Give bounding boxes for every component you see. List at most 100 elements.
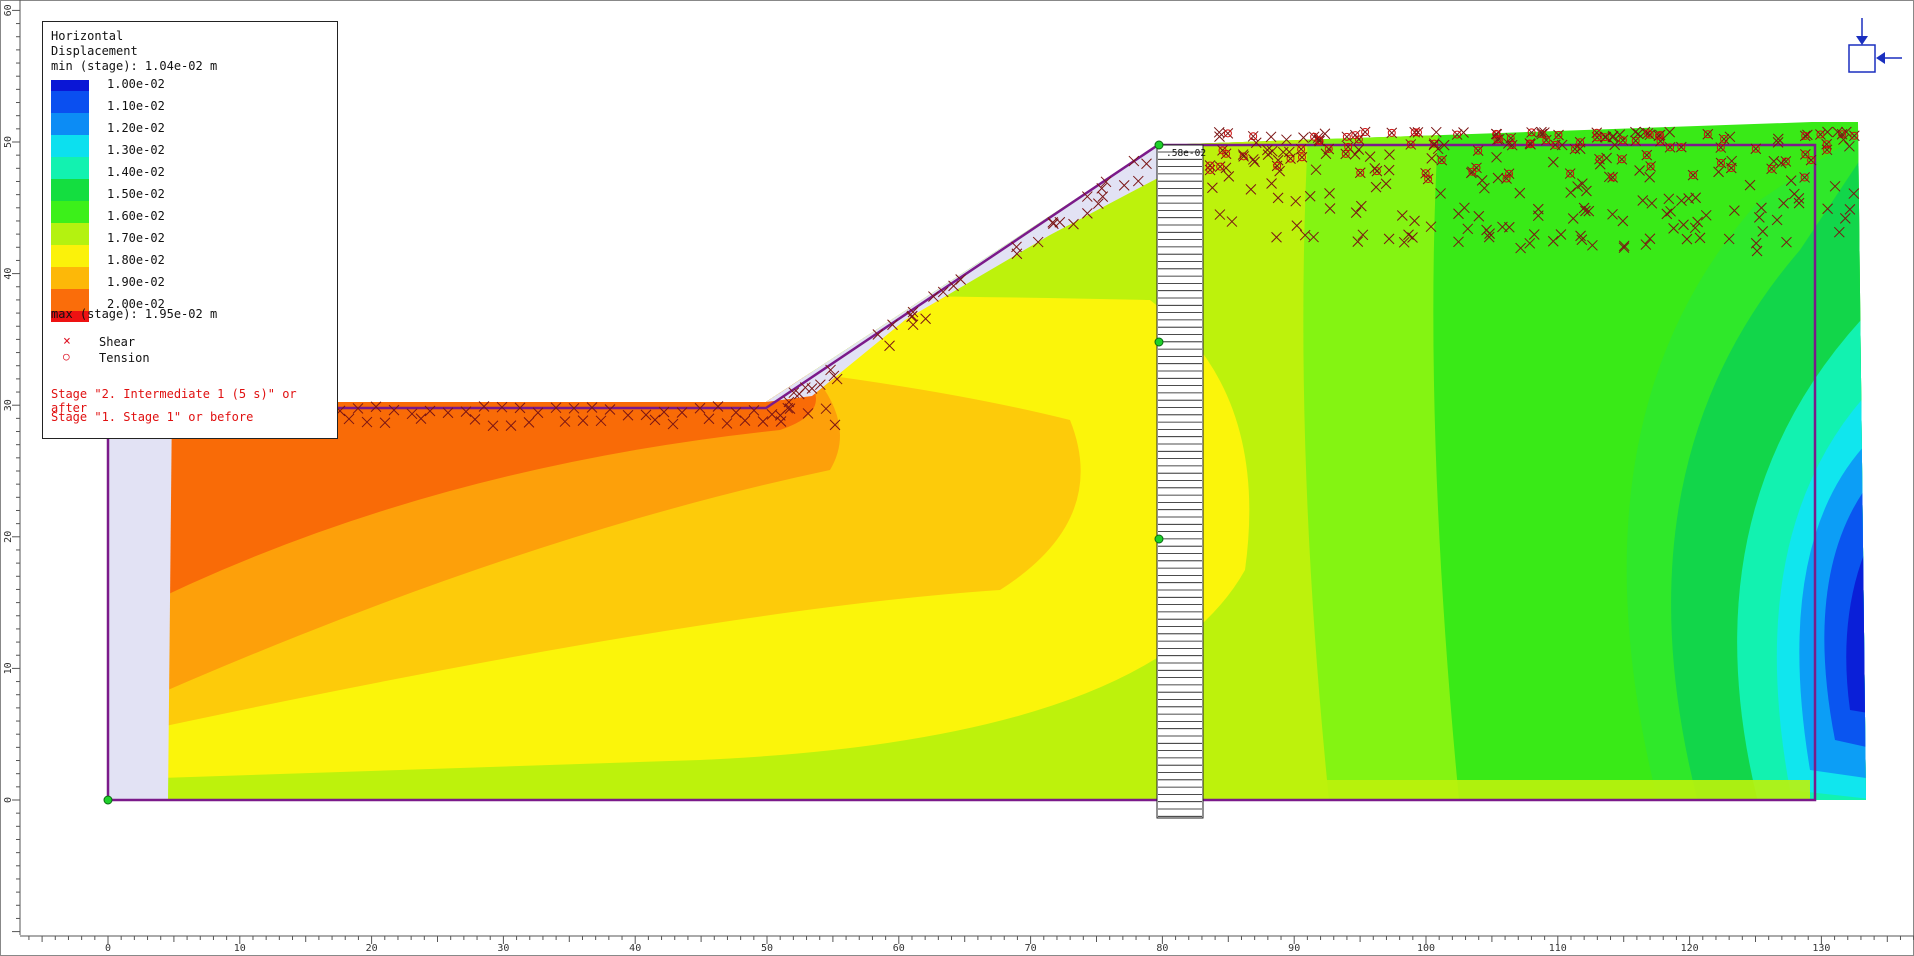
stage-before-label: Stage "1. Stage 1" or before bbox=[51, 410, 254, 424]
tension-marker bbox=[1608, 173, 1617, 182]
shear-marker bbox=[1668, 223, 1679, 234]
shear-marker bbox=[1349, 149, 1361, 160]
tension-marker bbox=[1239, 152, 1248, 161]
corner-node[interactable] bbox=[103, 795, 113, 805]
shear-marker bbox=[1614, 129, 1626, 140]
tension-marker bbox=[1437, 156, 1446, 165]
tension-marker bbox=[1342, 132, 1351, 141]
shear-marker bbox=[1775, 157, 1787, 169]
shear-marker bbox=[799, 382, 811, 393]
shear-marker bbox=[1757, 226, 1769, 237]
shear-marker bbox=[1312, 132, 1324, 144]
shear-marker bbox=[1800, 149, 1811, 160]
shear-marker bbox=[442, 407, 454, 419]
shear-marker bbox=[802, 408, 814, 419]
shear-marker bbox=[1750, 237, 1762, 249]
tension-marker bbox=[1273, 161, 1282, 170]
shear-marker bbox=[1096, 182, 1108, 194]
tension-marker bbox=[1413, 128, 1422, 137]
shear-marker bbox=[1483, 231, 1495, 243]
tension-marker bbox=[1341, 149, 1350, 158]
shear-marker bbox=[920, 313, 931, 325]
pile-node[interactable] bbox=[1154, 337, 1164, 347]
legend-title-line: Displacement bbox=[51, 44, 138, 58]
shear-marker bbox=[1583, 205, 1595, 217]
shear-marker bbox=[1525, 138, 1536, 150]
tension-marker bbox=[1344, 142, 1353, 151]
legend-swatch bbox=[51, 146, 89, 168]
legend-scale-label: 1.70e-02 bbox=[107, 231, 165, 245]
legend-swatch bbox=[51, 80, 89, 102]
shear-marker bbox=[1353, 144, 1365, 155]
y-tick-label: 20 bbox=[3, 531, 14, 543]
shear-marker bbox=[1324, 203, 1336, 214]
shear-marker bbox=[1298, 132, 1309, 143]
shear-marker bbox=[1848, 188, 1860, 199]
x-tick-label: 20 bbox=[366, 943, 378, 954]
x-tick-label: 120 bbox=[1681, 943, 1699, 954]
shear-marker bbox=[1539, 127, 1550, 138]
shear-marker bbox=[1768, 155, 1780, 167]
shear-marker bbox=[1310, 164, 1322, 176]
shear-marker bbox=[1476, 174, 1488, 186]
shear-marker bbox=[1247, 154, 1259, 165]
shear-marker bbox=[1398, 236, 1410, 248]
legend-scale-label: 1.20e-02 bbox=[107, 121, 165, 135]
shear-marker bbox=[1204, 160, 1216, 171]
shear-marker bbox=[1247, 130, 1259, 142]
shear-marker bbox=[1664, 126, 1676, 138]
x-tick-label: 50 bbox=[761, 943, 773, 954]
shear-marker bbox=[1641, 149, 1653, 161]
tension-marker bbox=[1576, 138, 1585, 147]
restraint-arrows-icon[interactable] bbox=[1848, 18, 1902, 73]
legend-scale-label: 1.90e-02 bbox=[107, 275, 165, 289]
legend-swatch bbox=[51, 256, 89, 278]
pile-node[interactable] bbox=[1154, 140, 1164, 150]
legend-swatch bbox=[51, 234, 89, 256]
shear-marker bbox=[1839, 213, 1851, 224]
shear-marker bbox=[1237, 149, 1249, 160]
y-tick-label: 30 bbox=[3, 399, 14, 411]
y-tick-label: 60 bbox=[3, 4, 14, 16]
shear-marker bbox=[1262, 149, 1274, 160]
tension-marker bbox=[1631, 136, 1640, 145]
shear-marker bbox=[1799, 130, 1811, 142]
shear-marker bbox=[1492, 172, 1504, 184]
shear-marker bbox=[1313, 134, 1325, 146]
shear-marker bbox=[721, 418, 733, 429]
shear-marker bbox=[1355, 200, 1367, 212]
shear-marker bbox=[487, 420, 499, 432]
shear-marker bbox=[1266, 178, 1277, 189]
shear-marker bbox=[1838, 134, 1849, 145]
shear-marker bbox=[1430, 126, 1442, 138]
legend-max: max (stage): 1.95e-02 m bbox=[51, 307, 218, 321]
shear-marker bbox=[806, 383, 818, 394]
pile-node[interactable] bbox=[1154, 534, 1164, 544]
shear-marker bbox=[622, 409, 634, 421]
shear-marker bbox=[1681, 233, 1693, 245]
shear-marker bbox=[1578, 202, 1590, 214]
shear-marker bbox=[370, 401, 382, 413]
shear-marker bbox=[884, 340, 895, 352]
x-tick-label: 100 bbox=[1417, 943, 1435, 954]
shear-marker bbox=[1207, 182, 1218, 194]
shear-marker bbox=[1575, 230, 1586, 242]
shear-marker bbox=[937, 286, 949, 298]
shear-marker bbox=[1048, 218, 1059, 230]
legend-scale-label: 1.00e-02 bbox=[107, 77, 165, 91]
color-scale: 1.00e-02 1.10e-02 1.20e-02 1.30e-02 1.40e-02… bbox=[51, 77, 311, 330]
shear-marker bbox=[1271, 160, 1283, 172]
shear-marker bbox=[1587, 239, 1598, 251]
shear-marker bbox=[1815, 129, 1826, 140]
legend-scale-label: 1.50e-02 bbox=[107, 187, 165, 201]
shear-marker bbox=[514, 402, 526, 414]
tension-marker bbox=[1822, 140, 1831, 149]
shear-marker bbox=[1700, 209, 1712, 221]
tension-marker bbox=[1677, 143, 1686, 152]
shear-marker bbox=[1618, 242, 1630, 253]
displacement-contours bbox=[108, 122, 1866, 800]
tension-marker bbox=[1551, 140, 1560, 149]
shear-marker bbox=[604, 404, 616, 415]
shear-label: Shear bbox=[99, 335, 136, 349]
